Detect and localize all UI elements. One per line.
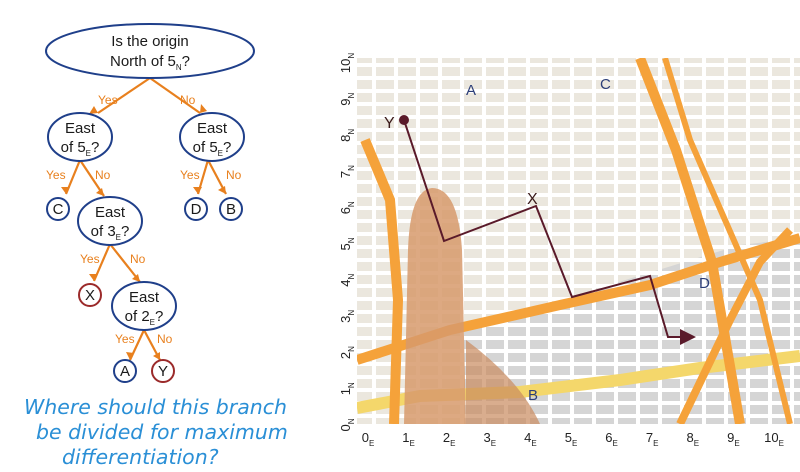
y-axis-labels: 0N 1N 2N 3N 4N 5N 6N 7N 8N 9N 10N bbox=[338, 53, 356, 432]
question-line1: Where should this branch bbox=[24, 395, 287, 419]
finger-overlay bbox=[404, 188, 466, 424]
y-axis-label-0: 0N bbox=[338, 418, 356, 431]
x-axis-label-0: 0E bbox=[362, 430, 375, 448]
edge-root-no bbox=[149, 77, 201, 114]
node-east-of-5-left: East of 5E? bbox=[47, 112, 113, 162]
region-a: A bbox=[466, 82, 476, 99]
decision-tree: Yes No Yes No Yes No Yes No Yes No Is th… bbox=[45, 23, 255, 383]
question-text: Where should this branch be divided for … bbox=[24, 395, 288, 469]
label-left-no: No bbox=[95, 168, 111, 182]
y-axis-label-4: 4N bbox=[338, 273, 356, 286]
question-line3: differentiation? bbox=[62, 445, 219, 469]
question-line2: be divided for maximum bbox=[36, 420, 288, 444]
leaf-a: A bbox=[113, 359, 137, 383]
leaf-b: B bbox=[219, 197, 243, 221]
y-axis-label-2: 2N bbox=[338, 346, 356, 359]
node-east-of-2: East of 2E? bbox=[111, 281, 177, 331]
svg-text:Y: Y bbox=[158, 363, 168, 380]
leaf-x: X bbox=[78, 283, 102, 307]
region-d: D bbox=[699, 275, 710, 292]
svg-text:of 3E?: of 3E? bbox=[91, 223, 130, 242]
x-axis-label-5: 5E bbox=[565, 430, 578, 448]
svg-text:X: X bbox=[85, 287, 95, 304]
svg-text:C: C bbox=[53, 201, 64, 218]
node-east-of-5-right: East of 5E? bbox=[179, 112, 245, 162]
node-root: Is the origin North of 5N? bbox=[45, 23, 255, 79]
edge-root-yes bbox=[97, 77, 151, 114]
y-axis-label-8: 8N bbox=[338, 129, 356, 142]
svg-text:B: B bbox=[226, 201, 236, 218]
x-axis-labels: 0E 1E 2E 3E 4E 5E 6E 7E 8E 9E 10E bbox=[362, 430, 784, 448]
label-east3-no: No bbox=[130, 252, 146, 266]
edge-east3-no bbox=[109, 243, 141, 283]
x-axis-label-3: 3E bbox=[484, 430, 497, 448]
svg-text:D: D bbox=[191, 201, 202, 218]
svg-text:East: East bbox=[197, 120, 228, 137]
tree-arrowheads bbox=[61, 104, 226, 360]
y-axis-label-1: 1N bbox=[338, 382, 356, 395]
label-left-yes: Yes bbox=[46, 168, 66, 182]
label-root-no: No bbox=[180, 93, 196, 107]
node-east-of-3: East of 3E? bbox=[77, 196, 143, 246]
point-x: X bbox=[527, 191, 538, 208]
route-path bbox=[399, 115, 696, 345]
svg-text:A: A bbox=[120, 363, 130, 380]
map-main-roads bbox=[357, 58, 800, 424]
point-y: Y bbox=[384, 115, 395, 132]
y-axis-label-7: 7N bbox=[338, 165, 356, 178]
street-map: A C D B Y X 0N 1N 2N 3N 4N 5N 6N 7N 8N 9N 10N 0E 1E… bbox=[338, 53, 800, 448]
svg-text:East: East bbox=[95, 204, 126, 221]
x-axis-label-9: 9E bbox=[727, 430, 740, 448]
svg-text:of 5E?: of 5E? bbox=[61, 139, 100, 158]
label-east2-no: No bbox=[157, 332, 173, 346]
leaf-d: D bbox=[184, 197, 208, 221]
y-axis-label-3: 3N bbox=[338, 310, 356, 323]
x-axis-label-4: 4E bbox=[524, 430, 537, 448]
label-right-yes: Yes bbox=[180, 168, 200, 182]
x-axis-label-7: 7E bbox=[646, 430, 659, 448]
y-axis-label-6: 6N bbox=[338, 201, 356, 214]
label-root-yes: Yes bbox=[98, 93, 118, 107]
region-c: C bbox=[600, 76, 611, 93]
x-axis-label-1: 1E bbox=[402, 430, 415, 448]
x-axis-label-8: 8E bbox=[687, 430, 700, 448]
svg-text:of 5E?: of 5E? bbox=[193, 139, 232, 158]
y-axis-label-10: 10N bbox=[338, 53, 356, 73]
svg-text:East: East bbox=[129, 289, 160, 306]
region-b: B bbox=[528, 387, 538, 404]
x-axis-label-2: 2E bbox=[443, 430, 456, 448]
svg-text:East: East bbox=[65, 120, 96, 137]
x-axis-label-6: 6E bbox=[605, 430, 618, 448]
label-east2-yes: Yes bbox=[115, 332, 135, 346]
y-axis-label-9: 9N bbox=[338, 92, 356, 105]
leaf-y: Y bbox=[151, 359, 175, 383]
label-east3-yes: Yes bbox=[80, 252, 100, 266]
y-axis-label-5: 5N bbox=[338, 237, 356, 250]
x-axis-label-10: 10E bbox=[764, 430, 784, 448]
leaf-c: C bbox=[46, 197, 70, 221]
node-root-line1: Is the origin bbox=[111, 33, 189, 50]
svg-text:of 2E?: of 2E? bbox=[125, 308, 164, 327]
route-start-dot bbox=[399, 115, 409, 125]
node-root-line2: North of 5N? bbox=[110, 53, 190, 72]
label-right-no: No bbox=[226, 168, 242, 182]
